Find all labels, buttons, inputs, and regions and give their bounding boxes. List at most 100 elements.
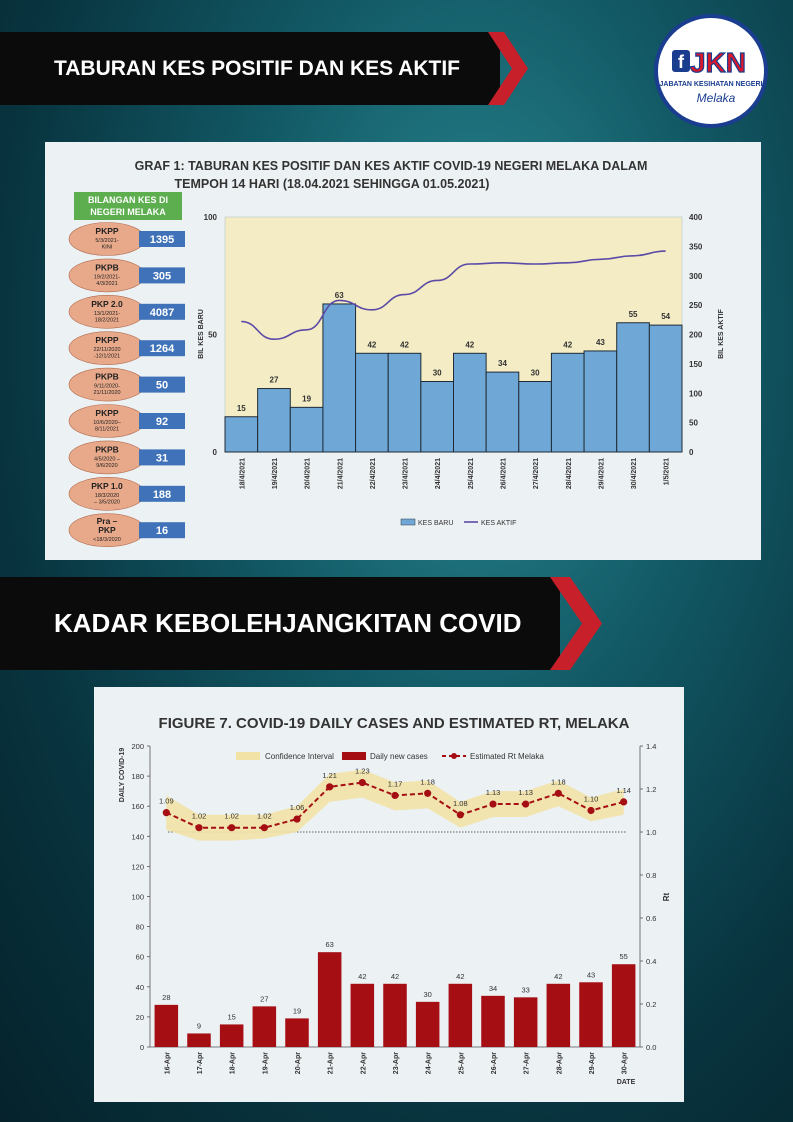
phase-dates: 21/11/2020 bbox=[93, 390, 120, 396]
logo-caption: JABATAN KESIHATAN NEGERI bbox=[660, 81, 763, 88]
chart1-bar-label: 30 bbox=[433, 369, 442, 378]
chart2-bar bbox=[252, 1006, 277, 1047]
chart2-bar-label: 30 bbox=[423, 990, 431, 999]
phase-value: 31 bbox=[156, 452, 168, 464]
chart2-rt-point bbox=[162, 809, 170, 817]
chart1-bar bbox=[583, 350, 618, 453]
phase-value: 50 bbox=[156, 380, 168, 392]
chart1-xtick: 28/4/2021 bbox=[566, 458, 573, 489]
chart2-xtick: 19-Apr bbox=[262, 1052, 269, 1074]
chart1-xtick: 29/4/2021 bbox=[598, 458, 605, 489]
chart2-rt-point bbox=[293, 815, 301, 823]
chart2-y2tick: 0.6 bbox=[646, 914, 656, 923]
chart2-rt-label: 1.08 bbox=[453, 799, 468, 808]
chart2-xtick: 22-Apr bbox=[360, 1052, 367, 1074]
phase-dates: 9/11/2020- bbox=[94, 384, 120, 390]
chart1-ytick: 50 bbox=[208, 331, 217, 340]
chart2-rt-point bbox=[554, 789, 562, 797]
chart1-y2tick: 200 bbox=[689, 331, 703, 340]
phase-value: 188 bbox=[153, 489, 171, 501]
chart2-rt-point bbox=[228, 824, 236, 832]
svg-text:f: f bbox=[678, 52, 685, 72]
chart1-y2tick: 350 bbox=[689, 242, 703, 251]
phase-name: PKP 2.0 bbox=[91, 299, 123, 309]
chart1-y2tick: 150 bbox=[689, 360, 703, 369]
chart2-bar bbox=[448, 983, 473, 1047]
chart2-ytick: 20 bbox=[136, 1013, 144, 1022]
chart1-bar bbox=[420, 381, 455, 453]
chart1-bar-label: 42 bbox=[400, 340, 409, 349]
chart2-rt-point bbox=[522, 800, 530, 808]
chart2-rt-label: 1.18 bbox=[551, 777, 566, 786]
chart2-bar-label: 42 bbox=[554, 972, 562, 981]
jkn-logo: f JKN JABATAN KESIHATAN NEGERI Melaka bbox=[654, 14, 768, 128]
chart1-bar-label: 54 bbox=[661, 312, 670, 321]
chart2-y2tick: 0.2 bbox=[646, 1000, 656, 1009]
phase-dates: 5/3/2021- bbox=[95, 238, 118, 244]
chart1-xtick: 20/4/2021 bbox=[305, 458, 312, 489]
chart2-y2tick: 1.2 bbox=[646, 785, 656, 794]
chart2-xtick: 30-Apr bbox=[622, 1052, 629, 1074]
phase-dates: 13/1/2021- bbox=[94, 311, 120, 317]
chart1-bar bbox=[322, 303, 357, 453]
chart2-xtick: 26-Apr bbox=[491, 1052, 498, 1074]
chart2-bar bbox=[285, 1018, 309, 1047]
chevron-right-icon bbox=[488, 32, 528, 105]
chart2-bar-label: 42 bbox=[456, 972, 464, 981]
chart1-ytick: 0 bbox=[213, 448, 218, 457]
chart2-xtick: 24-Apr bbox=[426, 1052, 433, 1074]
phase-dates: 4/3/2021 bbox=[96, 281, 117, 287]
phase-name: PKPP bbox=[95, 226, 118, 236]
chart2-xtick: 18-Apr bbox=[230, 1052, 237, 1074]
legend-label-daily: Daily new cases bbox=[370, 752, 428, 761]
phase-dates: 19/2/2021- bbox=[94, 274, 120, 280]
legend-swatch-daily bbox=[342, 752, 366, 760]
chart2-rt-label: 1.14 bbox=[616, 786, 631, 795]
phase-value-box bbox=[139, 231, 185, 247]
chart1-y2label: BIL KES AKTIF bbox=[718, 308, 725, 359]
section-title-positive-cases: TABURAN KES POSITIF DAN KES AKTIF bbox=[0, 32, 500, 105]
chart2-rt-label: 1.17 bbox=[388, 779, 403, 788]
chart2-y2tick: 0.8 bbox=[646, 871, 656, 880]
chart1-xtick: 19/4/2021 bbox=[272, 458, 279, 489]
phase-dates: 10/6/2020– bbox=[93, 420, 121, 426]
legend-swatch-kes-baru bbox=[400, 518, 416, 526]
chart2-bar bbox=[611, 964, 636, 1047]
chart2-bar-label: 55 bbox=[619, 952, 627, 961]
chart2-bar-label: 9 bbox=[197, 1021, 201, 1030]
chart2-ytick: 0 bbox=[140, 1043, 144, 1052]
chart1-active-line bbox=[241, 250, 666, 341]
chart2-rt-label: 1.18 bbox=[420, 777, 435, 786]
chart2-rt-point bbox=[260, 824, 268, 832]
chart2-rt-point bbox=[195, 824, 203, 832]
chart2-bar-label: 15 bbox=[227, 1012, 235, 1021]
phase-value-box bbox=[139, 267, 185, 284]
chart1-bar bbox=[616, 322, 650, 453]
chart1-bar-label: 63 bbox=[335, 291, 344, 300]
chart1-panel: GRAF 1: TABURAN KES POSITIF DAN KES AKTI… bbox=[45, 142, 761, 560]
chart2-bar-label: 34 bbox=[489, 984, 497, 993]
phase-dates: -12/1/2021 bbox=[94, 354, 120, 360]
chart1-bar bbox=[289, 406, 324, 453]
chart1-y2tick: 400 bbox=[689, 213, 703, 222]
chevron-right-icon bbox=[550, 577, 602, 670]
chart1-xtick: 22/4/2021 bbox=[370, 458, 377, 489]
chart1-bar-label: 27 bbox=[270, 376, 279, 385]
phase-value-box bbox=[139, 485, 185, 502]
chart1-y2tick: 100 bbox=[689, 389, 703, 398]
chart1-y2tick: 300 bbox=[689, 272, 703, 281]
phase-dates: – 3/5/2020 bbox=[94, 499, 120, 505]
legend-label-ci: Confidence Interval bbox=[265, 752, 334, 761]
chart2-rt-label: 1.21 bbox=[322, 771, 337, 780]
chart1-bar-label: 34 bbox=[498, 359, 507, 368]
chart2-xtick: 29-Apr bbox=[589, 1052, 596, 1074]
chart2-xtick: 28-Apr bbox=[556, 1052, 563, 1074]
chart1-y2tick: 50 bbox=[689, 419, 698, 428]
chart2-rt-label: 1.10 bbox=[584, 795, 599, 804]
legend-label-kes-aktif: KES AKTIF bbox=[481, 520, 516, 527]
chart2-rt-point bbox=[587, 806, 595, 815]
phase-value-box bbox=[139, 522, 185, 539]
phase-name: PKP 1.0 bbox=[91, 481, 123, 491]
chart2-rt-label: 1.02 bbox=[257, 812, 272, 821]
chart2-ytick: 100 bbox=[131, 893, 144, 902]
